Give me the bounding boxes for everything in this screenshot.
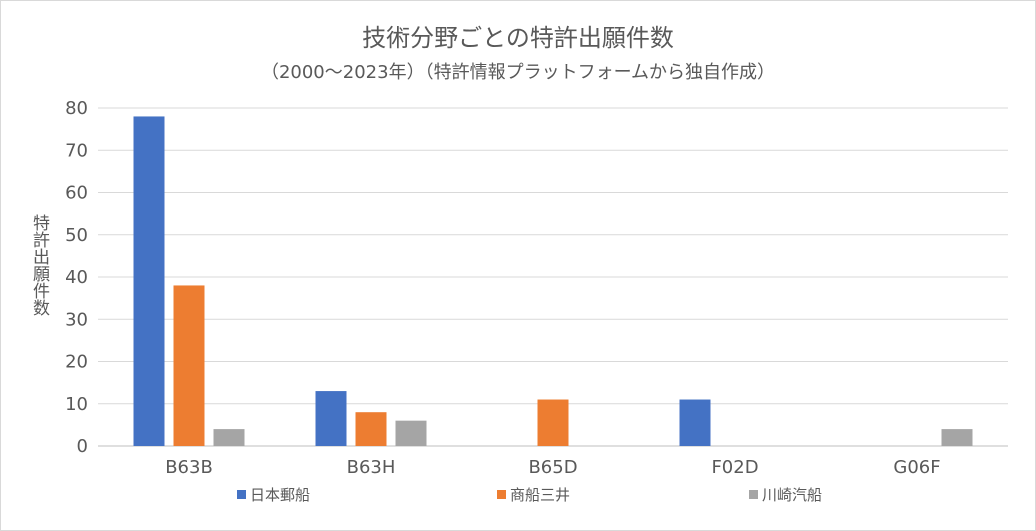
y-tick-label: 10 xyxy=(65,394,88,415)
legend-swatch xyxy=(497,490,506,499)
bar-g06f-series-3 xyxy=(941,429,973,446)
x-tick-label: B63H xyxy=(347,457,396,478)
x-tick-label: F02D xyxy=(711,457,758,478)
legend-label: 川崎汽船 xyxy=(762,486,823,504)
legend-item: 川崎汽船 xyxy=(749,484,822,505)
x-tick-label: G06F xyxy=(893,457,940,478)
legend-swatch xyxy=(237,490,246,499)
y-tick-label: 30 xyxy=(65,309,88,330)
legend: 日本郵船 商船三井 川崎汽船 xyxy=(0,484,1036,504)
bar-b63b-series-1 xyxy=(133,116,165,446)
legend-item: 日本郵船 xyxy=(237,484,310,505)
y-tick-label: 20 xyxy=(65,352,88,373)
x-tick-label: B65D xyxy=(528,457,577,478)
y-tick-label: 40 xyxy=(65,267,88,288)
y-tick-label: 80 xyxy=(65,98,88,119)
y-axis-title: 特許出願件数 xyxy=(29,214,49,316)
bar-b63h-series-3 xyxy=(395,420,427,446)
bar-b63b-series-2 xyxy=(173,285,205,446)
legend-label: 日本郵船 xyxy=(250,486,311,504)
bar-f02d-series-1 xyxy=(679,399,711,446)
bar-b63b-series-3 xyxy=(213,429,245,446)
chart-title: 技術分野ごとの特許出願件数 xyxy=(362,24,674,52)
y-tick-label: 50 xyxy=(65,225,88,246)
y-tick-label: 70 xyxy=(65,140,88,161)
bar-b65d-series-2 xyxy=(537,399,569,446)
y-tick-label: 60 xyxy=(65,183,88,204)
legend-label: 商船三井 xyxy=(510,486,571,504)
legend-swatch xyxy=(749,490,758,499)
legend-item: 商船三井 xyxy=(497,484,570,505)
bar-b63h-series-2 xyxy=(355,412,387,446)
y-tick-label: 0 xyxy=(77,436,88,457)
x-tick-label: B63B xyxy=(165,457,213,478)
bar-b63h-series-1 xyxy=(315,391,347,446)
chart-subtitle: （2000〜2023年）（特許情報プラットフォームから独自作成） xyxy=(260,62,776,83)
